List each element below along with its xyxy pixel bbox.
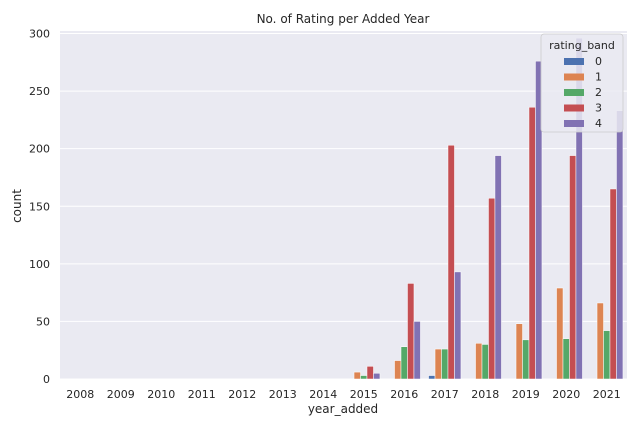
bar [528, 106, 536, 380]
bar [475, 343, 483, 380]
legend-label: 3 [595, 102, 602, 115]
bar [515, 323, 523, 380]
bar [481, 344, 489, 380]
bar [522, 339, 530, 380]
legend: rating_band 0 1 2 3 4 [540, 33, 624, 133]
y-tick-labels: 0 50 100 150 200 250 300 [29, 28, 50, 387]
bar [441, 348, 449, 380]
bar [556, 287, 564, 380]
legend-swatch [564, 104, 584, 112]
x-tick-label: 2008 [66, 388, 94, 401]
x-tick-label: 2017 [431, 388, 459, 401]
bar [488, 197, 496, 380]
x-tick-label: 2009 [107, 388, 135, 401]
bar [616, 110, 624, 380]
x-tick-label: 2013 [269, 388, 297, 401]
y-tick-label: 300 [29, 28, 50, 41]
bar [407, 283, 415, 380]
x-tick-label: 2016 [390, 388, 418, 401]
legend-box [540, 33, 624, 133]
y-tick-label: 0 [43, 373, 50, 386]
x-tick-label: 2010 [147, 388, 175, 401]
bar [434, 348, 442, 380]
legend-label: 1 [595, 71, 602, 84]
y-axis-label: count [10, 189, 24, 223]
bar [373, 372, 381, 380]
bar [494, 155, 502, 380]
legend-label: 4 [595, 117, 602, 130]
y-tick-label: 150 [29, 200, 50, 213]
legend-label: 0 [595, 55, 602, 68]
bar [400, 346, 408, 380]
x-tick-label: 2012 [228, 388, 256, 401]
x-tick-labels: 2008 2009 2010 2011 2012 2013 2014 2015 2016 2017… [66, 388, 621, 401]
x-tick-label: 2014 [309, 388, 337, 401]
bar [428, 375, 436, 380]
x-tick-label: 2011 [188, 388, 216, 401]
bar [447, 144, 455, 380]
x-tick-label: 2021 [593, 388, 621, 401]
x-tick-label: 2019 [512, 388, 540, 401]
bar [353, 371, 361, 380]
x-axis-label: year_added [308, 402, 378, 416]
chart-title: No. of Rating per Added Year [257, 12, 430, 26]
legend-swatch [564, 58, 584, 65]
y-tick-label: 100 [29, 258, 50, 271]
legend-label: 2 [595, 86, 602, 99]
legend-swatch [564, 73, 584, 81]
y-tick-label: 250 [29, 85, 50, 98]
legend-swatch [564, 89, 584, 96]
bar [413, 321, 421, 380]
bar [366, 366, 374, 380]
bar [603, 330, 611, 380]
legend-swatch [564, 120, 584, 127]
x-tick-label: 2015 [350, 388, 378, 401]
x-tick-label: 2018 [471, 388, 499, 401]
legend-title: rating_band [549, 39, 615, 52]
bar [394, 360, 402, 380]
bar [596, 302, 604, 380]
bar [454, 271, 462, 380]
bar [609, 188, 617, 380]
gridlines [60, 33, 627, 380]
bar [360, 375, 368, 380]
y-tick-label: 200 [29, 143, 50, 156]
bars [353, 37, 624, 380]
bar [535, 60, 543, 380]
bar [562, 338, 570, 380]
y-tick-label: 50 [36, 315, 50, 328]
bar [569, 155, 577, 380]
x-tick-label: 2020 [552, 388, 580, 401]
